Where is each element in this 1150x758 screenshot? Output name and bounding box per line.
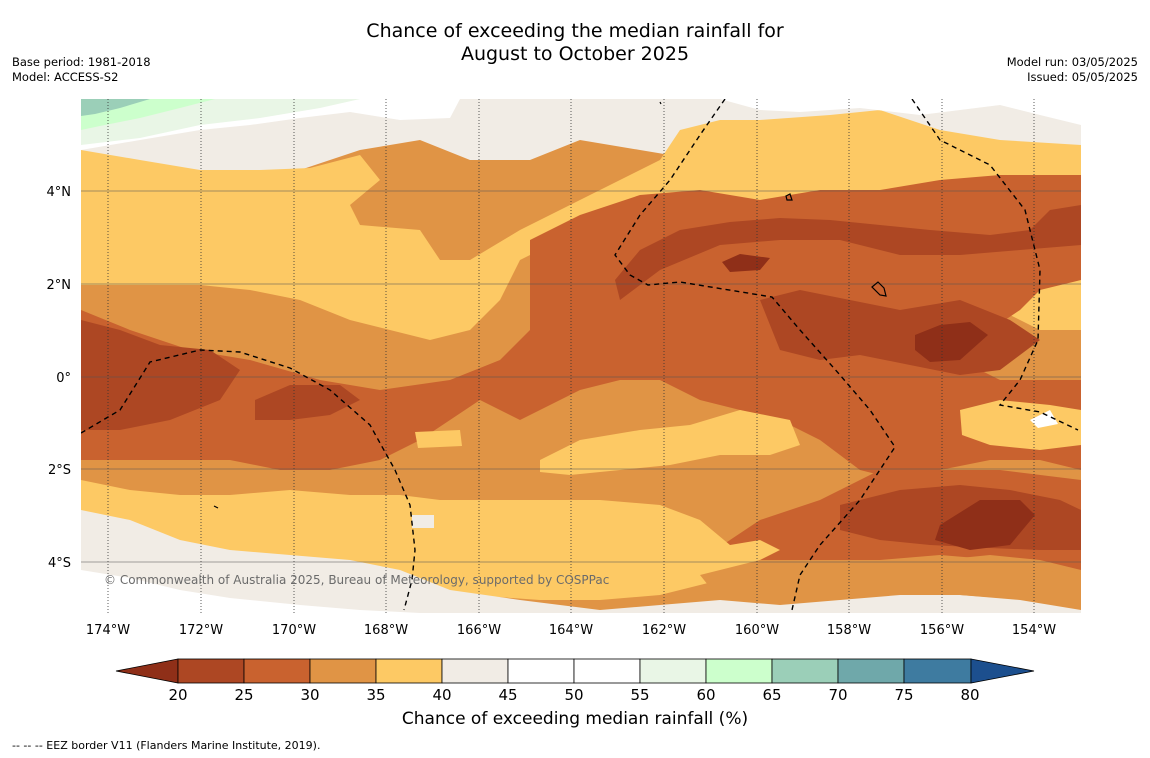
colorbar-segment [639,658,707,684]
colorbar-extend-high [970,658,1035,684]
colorbar-extend-low [115,658,179,684]
colorbar-tick: 20 [168,686,187,700]
map-title: Chance of exceeding the median rainfall … [0,20,1150,66]
band-45-55-north-east [720,99,1081,125]
band-35-40-south-central [540,410,800,475]
lon-tick: 156°W [920,623,964,638]
lon-tick: 168°W [364,623,408,638]
model-text: Model: ACCESS-S2 [12,70,119,84]
lon-tick: 162°W [642,623,686,638]
colorbar-segment [903,658,972,684]
lon-tick: 154°W [1012,623,1056,638]
lat-tick: 2°S [48,463,71,478]
lon-tick: 172°W [179,623,223,638]
band-45-55-tiny [1030,410,1058,428]
colorbar-segment [837,658,905,684]
map-area [81,99,1081,613]
colorbar-segment [507,658,575,684]
model-run-text: Model run: 03/05/2025 [1006,55,1138,69]
colorbar-segment [309,658,377,684]
eez-borders [81,99,1079,611]
band-20-25-east [760,290,1040,375]
band-65-70-corner [81,99,150,116]
colorbar-tick: 40 [432,686,451,700]
colorbar-segment [375,658,443,684]
colorbar-tick: 70 [828,686,847,700]
colorbar-tick: 50 [564,686,583,700]
lon-tick: 158°W [827,623,871,638]
meta-right: Model run: 03/05/2025 Issued: 05/05/2025 [1007,55,1138,85]
band-35-40-south [81,480,780,600]
colorbar-segment [705,658,773,684]
colorbar-segment [177,658,245,684]
map-title-line1: Chance of exceeding the median rainfall … [366,20,784,42]
meta-left: Base period: 1981-2018 Model: ACCESS-S2 [12,55,151,85]
band-30-35-south-east [700,555,1081,605]
base-period-text: Base period: 1981-2018 [12,55,151,69]
band-below20-south-east [935,500,1035,550]
lat-gridlines [81,190,1081,563]
colorbar-tick: 60 [696,686,715,700]
lat-tick: 4°N [47,185,72,200]
colorbar-tick: 65 [762,686,781,700]
colorbar-segment [441,658,509,684]
band-20-25-west [81,320,240,430]
band-20-25-west2 [255,385,360,420]
band-20-25-central [615,205,1081,300]
colorbar-tick: 75 [894,686,913,700]
lat-tick: 0° [56,371,71,386]
colorbar [115,658,1035,684]
lon-tick: 170°W [272,623,316,638]
rainfall-map: 174°W 172°W 170°W 168°W 166°W 164°W 162°… [47,99,1081,700]
lat-tick: 2°N [47,278,72,293]
lon-tick: 160°W [735,623,779,638]
band-40-45-small [412,515,434,528]
band-45-55-south [81,570,420,613]
colorbar-ticks: 20 25 30 35 40 45 50 55 60 65 70 75 80 [168,686,979,700]
copyright-text: © Commonwealth of Australia 2025, Bureau… [104,573,609,587]
colorbar-segment [573,658,641,684]
band-35-40-island [415,430,462,448]
colorbar-tick: 35 [366,686,385,700]
issued-text: Issued: 05/05/2025 [1027,70,1138,84]
footnote: -- -- -- EEZ border V11 (Flanders Marine… [12,739,321,752]
colorbar-tick: 55 [630,686,649,700]
lon-tick: 174°W [86,623,130,638]
colorbar-segment [771,658,839,684]
lon-tick: 166°W [457,623,501,638]
islands [213,101,887,509]
colorbar-segment [243,658,311,684]
colorbar-tick: 25 [234,686,253,700]
colorbar-tick: 80 [960,686,979,700]
colorbar-label: Chance of exceeding median rainfall (%) [401,709,749,729]
map-title-line2: August to October 2025 [460,43,690,65]
colorbar-tick: 30 [300,686,319,700]
axis-ticks: 174°W 172°W 170°W 168°W 166°W 164°W 162°… [47,185,1057,638]
lon-tick: 164°W [549,623,593,638]
band-below20-north-east [915,322,988,362]
colorbar-tick: 45 [498,686,517,700]
band-below20-north [722,254,770,272]
lat-tick: 4°S [48,556,71,571]
